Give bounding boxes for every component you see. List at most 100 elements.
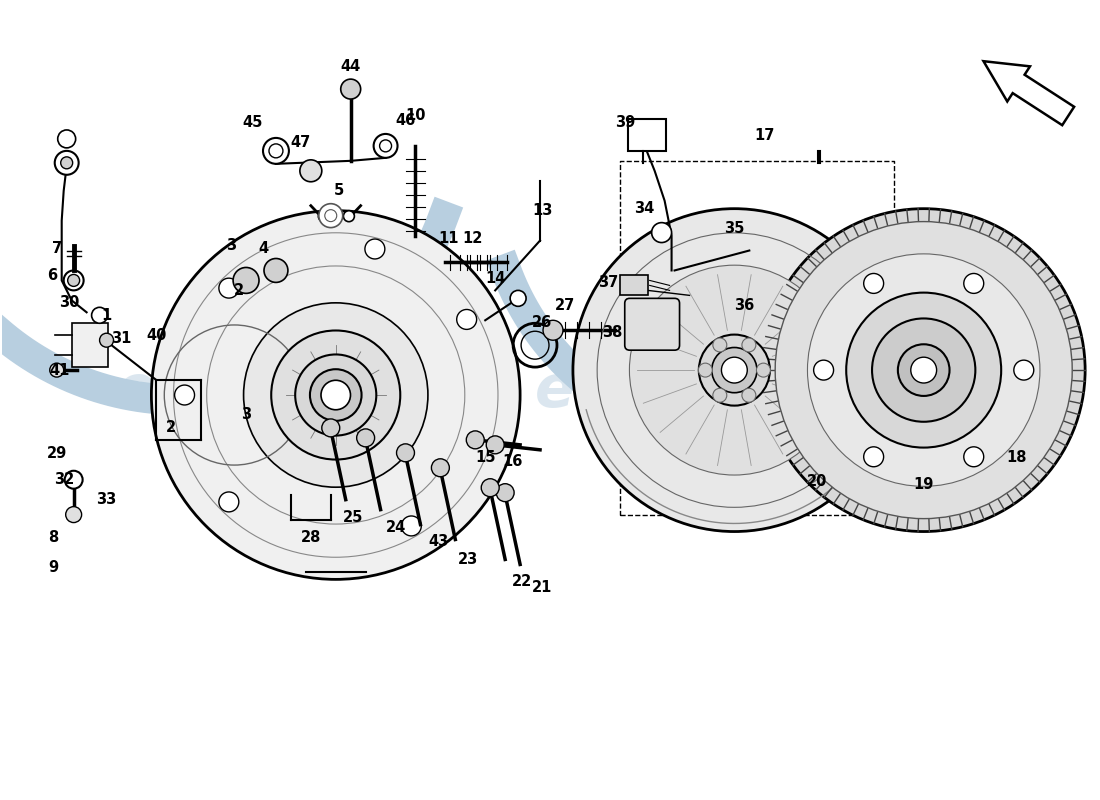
Circle shape	[776, 222, 1072, 518]
Text: 2: 2	[166, 421, 176, 435]
Circle shape	[341, 79, 361, 99]
Text: 12: 12	[462, 231, 483, 246]
Text: eurospares: eurospares	[117, 362, 485, 418]
Circle shape	[310, 370, 362, 421]
Circle shape	[356, 429, 375, 447]
Circle shape	[66, 506, 81, 522]
Text: 24: 24	[385, 520, 406, 535]
Circle shape	[402, 516, 421, 536]
Circle shape	[431, 458, 450, 477]
Circle shape	[964, 274, 983, 294]
Circle shape	[295, 354, 376, 435]
Circle shape	[100, 334, 113, 347]
Circle shape	[964, 447, 983, 466]
Text: 41: 41	[50, 362, 70, 378]
Text: 18: 18	[1006, 450, 1026, 466]
Circle shape	[374, 134, 397, 158]
Circle shape	[322, 419, 340, 437]
Circle shape	[57, 130, 76, 148]
Text: 28: 28	[300, 530, 321, 545]
Text: 31: 31	[111, 330, 132, 346]
Circle shape	[698, 334, 770, 406]
Circle shape	[698, 363, 713, 377]
Text: 13: 13	[531, 203, 552, 218]
Circle shape	[481, 478, 499, 497]
Text: 44: 44	[341, 58, 361, 74]
Bar	[72, 323, 108, 367]
Circle shape	[396, 444, 415, 462]
Circle shape	[55, 151, 78, 174]
Circle shape	[741, 338, 756, 352]
Text: 17: 17	[755, 129, 774, 143]
Text: 14: 14	[485, 271, 505, 286]
Circle shape	[713, 388, 727, 402]
Text: 25: 25	[342, 510, 363, 525]
Circle shape	[272, 330, 400, 459]
Text: 16: 16	[502, 454, 522, 470]
Text: 23: 23	[459, 552, 478, 567]
Circle shape	[486, 436, 504, 454]
Text: 9: 9	[48, 560, 58, 575]
Circle shape	[219, 278, 239, 298]
FancyArrow shape	[983, 61, 1074, 125]
Circle shape	[543, 320, 563, 340]
Text: 39: 39	[615, 115, 635, 130]
Text: eurospares: eurospares	[535, 362, 904, 418]
Text: 22: 22	[512, 574, 532, 589]
Circle shape	[807, 254, 1040, 486]
Text: 43: 43	[428, 534, 449, 549]
Text: 26: 26	[532, 314, 552, 330]
Circle shape	[741, 388, 756, 402]
Text: 32: 32	[54, 472, 74, 487]
Circle shape	[330, 210, 341, 222]
Text: 2: 2	[234, 283, 244, 298]
Circle shape	[456, 310, 476, 330]
Text: 15: 15	[475, 450, 495, 466]
Circle shape	[814, 360, 834, 380]
Text: 7: 7	[52, 241, 62, 256]
Text: 3: 3	[226, 238, 236, 253]
Circle shape	[713, 338, 727, 352]
Circle shape	[1014, 360, 1034, 380]
Circle shape	[573, 209, 895, 531]
Circle shape	[263, 138, 289, 164]
Circle shape	[219, 492, 239, 512]
Text: 46: 46	[395, 114, 416, 129]
FancyBboxPatch shape	[625, 298, 680, 350]
Circle shape	[319, 204, 343, 228]
Circle shape	[68, 274, 79, 286]
Circle shape	[629, 265, 839, 475]
Text: 1: 1	[101, 308, 112, 322]
Circle shape	[264, 258, 288, 282]
Circle shape	[175, 385, 195, 405]
Circle shape	[496, 484, 514, 502]
Text: 40: 40	[146, 328, 166, 342]
Text: 47: 47	[290, 135, 311, 150]
Circle shape	[233, 267, 258, 294]
Circle shape	[651, 222, 672, 242]
Circle shape	[300, 160, 322, 182]
Text: 4: 4	[257, 241, 268, 256]
Circle shape	[60, 157, 73, 169]
Circle shape	[510, 290, 526, 306]
Text: 3: 3	[241, 407, 251, 422]
Circle shape	[318, 210, 329, 222]
Circle shape	[846, 293, 1001, 447]
Circle shape	[872, 318, 976, 422]
Circle shape	[898, 344, 949, 396]
Circle shape	[64, 270, 84, 290]
Text: 11: 11	[438, 231, 459, 246]
Circle shape	[757, 363, 770, 377]
Text: 45: 45	[243, 115, 263, 130]
Circle shape	[343, 210, 354, 222]
Circle shape	[65, 470, 82, 489]
Text: 34: 34	[635, 201, 654, 216]
Circle shape	[91, 307, 108, 323]
Circle shape	[762, 209, 1085, 531]
Text: 37: 37	[597, 275, 618, 290]
Text: 27: 27	[554, 298, 575, 313]
Text: 5: 5	[333, 183, 344, 198]
Circle shape	[911, 357, 936, 383]
Text: 21: 21	[531, 580, 552, 595]
Text: 19: 19	[913, 478, 934, 492]
